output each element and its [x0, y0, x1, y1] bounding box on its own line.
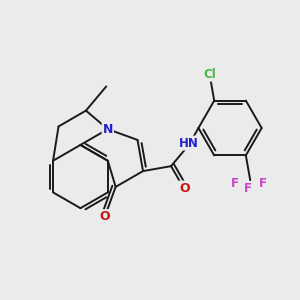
Text: Cl: Cl	[203, 68, 216, 81]
Text: HN: HN	[179, 136, 199, 150]
Text: F: F	[259, 177, 267, 190]
Text: F: F	[230, 177, 238, 190]
Text: F: F	[244, 182, 252, 195]
Text: O: O	[179, 182, 190, 194]
Text: O: O	[100, 210, 110, 223]
Text: N: N	[103, 123, 113, 136]
